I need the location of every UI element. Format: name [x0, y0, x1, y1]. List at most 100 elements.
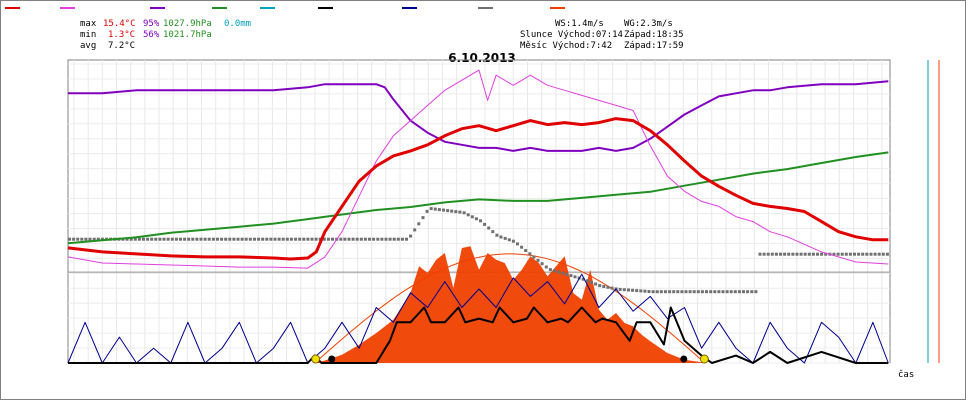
series-wind-direction-point [376, 237, 380, 241]
series-wind-direction-point [146, 237, 150, 241]
series-wind-direction-point [770, 252, 774, 256]
series-wind-direction-point [581, 277, 585, 281]
series-wind-direction-point [244, 237, 248, 241]
series-wind-direction-point [758, 252, 762, 256]
series-wind-direction-point [281, 237, 285, 241]
info-sunset: Západ:18:35 [624, 30, 684, 40]
series-wind-direction-point [573, 275, 577, 279]
series-radiation-area [68, 246, 889, 363]
plot-area [67, 69, 889, 364]
series-wind-direction-point [125, 237, 129, 241]
series-wind-direction-point [199, 237, 203, 241]
series-wind-direction-point [524, 249, 528, 252]
series-wind-direction-point [384, 237, 388, 241]
series-wind-direction-point [133, 237, 137, 241]
series-wind-direction-point [779, 252, 782, 256]
stat-min-hum: 56% [143, 30, 160, 40]
series-wind-direction-point [425, 209, 429, 213]
series-wind-direction-point [627, 288, 630, 292]
series-wind-direction-point [590, 280, 593, 284]
series-wind-direction-point [392, 237, 396, 241]
moon-marker [680, 355, 688, 363]
series-wind-direction-point [400, 237, 404, 241]
series-wind-direction-point [368, 237, 371, 241]
series-wind-direction-point [195, 237, 199, 241]
stats-box: max 15.4°C 95% 1027.9hPa 0.0mm min 1.3°C… [80, 19, 251, 51]
series-wind-direction-point [405, 237, 408, 241]
series-wind-direction-point [458, 210, 462, 214]
series-wind-direction-point [787, 252, 791, 256]
series-wind-direction-point [306, 237, 310, 241]
series-wind-direction-point [224, 237, 228, 241]
series-wind-direction-point [179, 237, 182, 241]
series-humidity-line [68, 80, 889, 152]
series-wind-direction-point [261, 237, 265, 241]
series-wind-direction-point [339, 237, 343, 241]
series-wind-direction-point [659, 290, 663, 294]
sun-marker [699, 354, 709, 364]
series-wind-direction-point [557, 270, 561, 274]
series-wind-direction-point [717, 290, 721, 294]
series-wind-direction-point [154, 237, 158, 241]
stat-max-hum: 95% [143, 19, 160, 29]
series-wind-direction-point [643, 289, 647, 293]
series-wind-direction-point [298, 237, 302, 241]
series-wind-direction-point [442, 208, 445, 212]
series-wind-direction-point [92, 237, 96, 241]
series-wind-direction-point [187, 237, 191, 241]
info-moon: Měsíc Východ:7:42 [520, 41, 612, 51]
series-wind-direction-point [142, 237, 145, 241]
info-wg: WG:2.3m/s [624, 19, 673, 29]
series-wind-direction-point [672, 290, 676, 294]
series-wind-direction-point [540, 262, 544, 266]
series-wind-direction-point [696, 290, 700, 294]
series-wind-direction-point [725, 290, 729, 294]
series-wind-direction-point [811, 252, 815, 256]
series-wind-direction-point [709, 290, 713, 294]
series-wind-direction-point [158, 237, 162, 241]
series-wind-direction-point [688, 290, 692, 294]
series-wind-direction-point [150, 237, 154, 241]
series-wind-direction-point [359, 237, 363, 241]
series-wind-direction-point [824, 252, 828, 256]
series-wind-direction-point [483, 222, 487, 226]
series-wind-direction-point [491, 230, 495, 234]
series-wind-direction-point [840, 252, 844, 256]
series-wind-direction-point [668, 290, 672, 294]
series-wind-direction-point [277, 237, 281, 241]
series-wind-direction-point [487, 226, 491, 230]
series-wind-direction-point [289, 237, 293, 241]
series-wind-direction-point [470, 215, 474, 219]
series-wind-direction-point [72, 237, 76, 241]
series-wind-direction-point [211, 237, 215, 241]
series-wind-direction-point [750, 290, 754, 294]
series-wind-direction-point [388, 237, 392, 241]
series-wind-direction-point [606, 285, 610, 289]
series-wind-speed-line [68, 306, 889, 364]
series-wind-direction-point [532, 255, 536, 259]
stat-min-temp: 1.3°C [108, 30, 135, 40]
series-wind-direction-point [413, 228, 417, 232]
series-wind-direction-point [166, 237, 170, 241]
series-wind-direction-point [331, 237, 334, 241]
series-wind-direction-point [676, 290, 680, 294]
series-wind-direction-point [737, 290, 741, 294]
series-wind-direction-point [220, 237, 224, 241]
series-wind-direction-point [68, 237, 71, 241]
series-wind-direction-point [746, 290, 750, 294]
series-wind-direction-point [783, 252, 787, 256]
series-wind-direction-point [861, 252, 865, 256]
series-wind-direction-point [466, 213, 470, 217]
series-wind-direction-point [585, 279, 589, 283]
series-wind-direction-point [503, 236, 507, 240]
series-wind-direction-point [129, 237, 133, 241]
series-wind-direction-point [680, 290, 684, 294]
series-wind-direction-point [565, 272, 569, 276]
stat-avg-temp: 7.2°C [108, 41, 135, 51]
series-wind-direction-point [326, 237, 330, 241]
series-wind-direction-point [232, 237, 236, 241]
series-wind-direction-point [721, 290, 725, 294]
chart-title: 6.10.2013 [448, 51, 516, 65]
series-wind-direction-point [170, 237, 174, 241]
